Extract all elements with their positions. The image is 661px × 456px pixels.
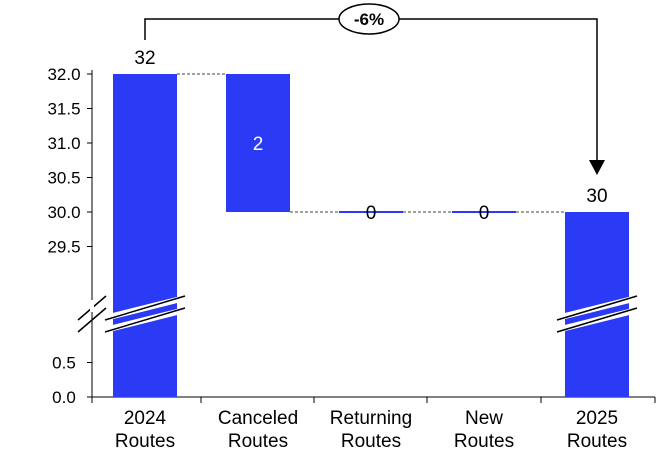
y-tick-label: 29.5	[47, 238, 80, 257]
change-badge-text: -6%	[354, 10, 384, 29]
axis-break-slash	[556, 295, 638, 321]
y-tick-label: 30.5	[47, 169, 80, 188]
x-category-label-line: New	[465, 408, 503, 429]
x-category-label-line: 2025	[576, 408, 618, 429]
y-tick-label: 32.0	[47, 65, 80, 84]
x-category-label: 2025 Routes	[567, 408, 627, 452]
axis-break-slash	[77, 307, 107, 333]
y-tick-label: 0.5	[52, 354, 76, 373]
bar-returning-routes	[339, 211, 403, 213]
change-badge	[338, 3, 400, 35]
x-category-label-line: Routes	[341, 431, 401, 452]
x-category-label-line: Returning	[330, 408, 412, 429]
bar-canceled-routes	[226, 74, 290, 212]
x-category-label-line: Routes	[228, 431, 288, 452]
x-category-label-line: 2024	[124, 408, 167, 429]
chart-marks: 0.0 0.5 29.5 30.0 30.5 31.0 31.5 32.0 32 2 0 0 30 202…	[47, 3, 656, 452]
data-label: 32	[134, 48, 155, 69]
x-category-label-line: Routes	[115, 431, 175, 452]
bar-new-routes	[452, 211, 516, 213]
x-category-label-line: Routes	[567, 431, 627, 452]
x-category-label: New Routes	[454, 408, 514, 452]
data-label: 30	[586, 186, 607, 207]
data-label: 2	[253, 134, 264, 155]
x-category-label: Returning Routes	[330, 408, 412, 452]
data-label: 0	[366, 203, 377, 224]
x-category-label-line: Canceled	[218, 408, 298, 429]
x-category-label: 2024 Routes	[115, 408, 175, 452]
axis-break-slash	[556, 307, 638, 333]
y-tick-label: 0.0	[52, 388, 76, 407]
bar-2024-routes	[113, 74, 177, 397]
x-category-label: Canceled Routes	[218, 408, 298, 452]
y-tick-label: 31.0	[47, 134, 80, 153]
y-tick-label: 31.5	[47, 100, 80, 119]
axis-break-slash	[104, 307, 186, 333]
y-tick-label: 30.0	[47, 203, 80, 222]
change-arrowhead	[589, 160, 605, 175]
change-bracket	[144, 18, 598, 160]
x-category-label-line: Routes	[454, 431, 514, 452]
axis-break-gap	[90, 300, 94, 312]
data-label: 0	[479, 203, 490, 224]
axis-break-slash	[104, 295, 186, 321]
